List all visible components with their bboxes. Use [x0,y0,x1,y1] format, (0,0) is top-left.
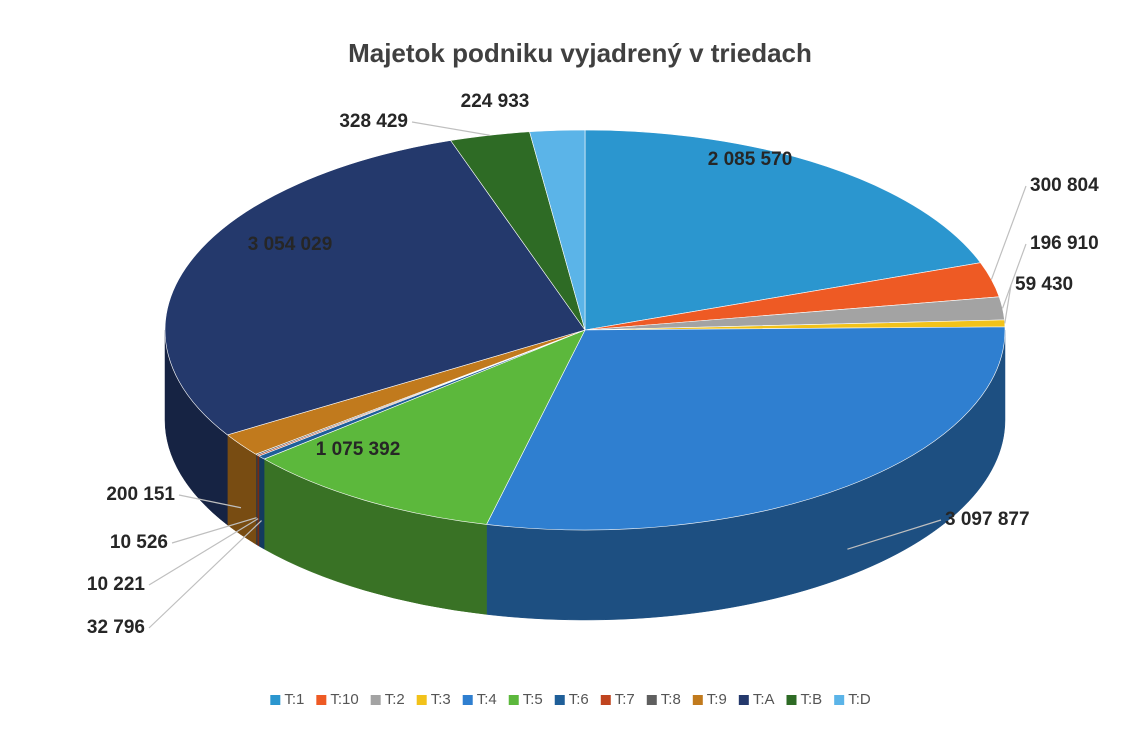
legend-label: T:A [753,691,775,708]
legend-swatch [786,695,797,705]
legend-label: T:6 [569,691,589,708]
data-label: 3 097 877 [945,509,1030,530]
slice [263,329,586,615]
leader-line [1004,284,1012,324]
slice-top [529,129,586,331]
leader-line [847,519,942,550]
legend-swatch [508,695,519,705]
legend-swatch [692,695,703,705]
slice [584,129,982,331]
legend-label: T:4 [477,691,497,708]
data-label: 200 151 [106,484,175,505]
slice-top [486,326,1006,531]
legend-item: T:4 [462,691,497,708]
data-label: 10 526 [110,532,168,553]
data-label: 2 085 570 [708,149,793,170]
legend-label: T:5 [523,691,543,708]
legend-swatch [834,695,845,705]
leader-line [1001,243,1027,309]
data-label: 3 054 029 [248,234,333,255]
legend-swatch [462,695,473,705]
slice [226,329,586,545]
legend-item: T:B [786,691,823,708]
legend-label: T:2 [385,691,405,708]
leader-line [171,517,257,544]
legend-label: T:10 [330,691,358,708]
legend-item: T:3 [416,691,451,708]
legend-label: T:1 [284,691,304,708]
leader-line [148,520,262,629]
legend-swatch [600,695,611,705]
slice-top [584,129,982,331]
data-label: 300 804 [1030,175,1099,196]
data-label: 10 221 [87,574,146,595]
legend-item: T:2 [370,691,405,708]
data-label: 328 429 [339,111,408,132]
legend-swatch [316,695,327,705]
legend-label: T:3 [431,691,451,708]
slice-top [263,329,586,525]
legend-item: T:D [834,691,871,708]
slice-side [258,455,265,550]
data-label: 196 910 [1030,233,1099,254]
legend-item: T:7 [600,691,635,708]
legend-item: T:5 [508,691,543,708]
legend-label: T:B [801,691,823,708]
legend-item: T:10 [316,691,359,708]
legend-swatch [270,695,281,705]
legend-item: T:A [738,691,775,708]
leader-line [148,518,259,586]
legend-label: T:D [848,691,871,708]
legend-swatch [646,695,657,705]
legend-swatch [554,695,565,705]
leader-line [411,121,490,136]
legend-item: T:8 [646,691,681,708]
legend-label: T:9 [707,691,727,708]
data-label: 1 075 392 [316,439,401,460]
legend: T:1 T:10 T:2 T:3 T:4 T:5 T:6 T:7 T:8 T:9 T:A T:B T:D [270,691,871,708]
slice-top [164,140,586,436]
legend-swatch [370,695,381,705]
legend-item: T:6 [554,691,589,708]
legend-swatch [416,695,427,705]
legend-label: T:7 [615,691,635,708]
slice [164,140,586,526]
leader-line [990,185,1027,280]
legend-swatch [738,695,749,705]
slice [529,129,586,331]
legend-label: T:8 [661,691,681,708]
data-label: 224 933 [461,91,530,112]
legend-item: T:1 [270,691,304,708]
leader-line [178,494,242,509]
legend-item: T:9 [692,691,727,708]
chart-title: Majetok podniku vyjadrený v triedach [348,38,812,68]
data-label: 32 796 [87,617,145,638]
data-label: 59 430 [1015,274,1073,295]
